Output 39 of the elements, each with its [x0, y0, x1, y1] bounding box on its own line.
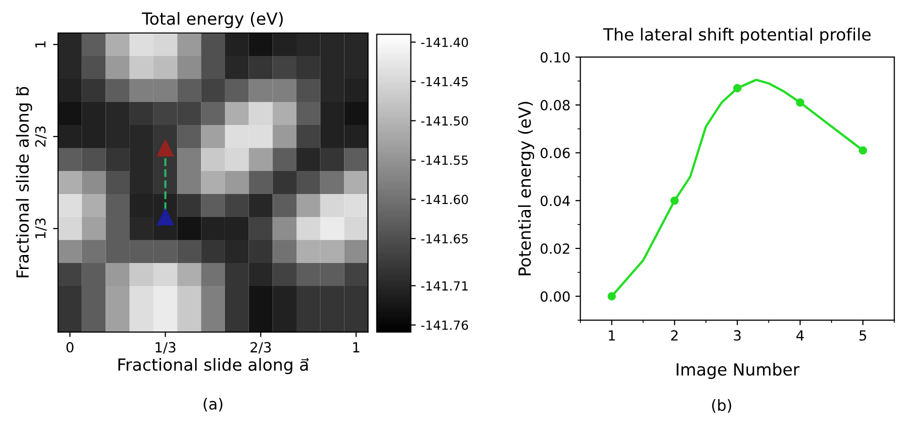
text: (a): [204, 398, 222, 412]
y-tick-label: 0.10: [540, 52, 570, 63]
color-bar-label: -141.76: [421, 320, 468, 330]
x-axis-title: Image Number: [676, 362, 800, 379]
y-tick-label: 1/3: [35, 218, 47, 238]
y-tick-label: 2/3: [35, 126, 47, 147]
text: (b): [712, 399, 732, 413]
x-tick-label: 1: [608, 330, 615, 340]
x-tick-label: 2: [671, 330, 678, 340]
y-axis-title: Fractional slide along b⃗: [16, 86, 32, 278]
color-bar-label: -141.60: [421, 194, 468, 204]
x-tick-label: 5: [860, 330, 866, 341]
y-tick-label: 0.04: [540, 196, 570, 206]
x-tick-label: 0: [66, 342, 74, 353]
point: [670, 196, 679, 205]
y-axis-title: Potential energy (eV): [518, 102, 534, 276]
color-bar-label: -141.40: [421, 38, 468, 48]
y-tick-label: 0.00: [540, 291, 570, 302]
chart-title: Total energy (eV): [142, 12, 283, 28]
color-bar-label: -141.55: [421, 156, 468, 165]
color-bar-label: -141.65: [421, 234, 468, 244]
y-tick-label: 0.06: [540, 148, 570, 158]
y-tick-label: 0.08: [540, 100, 570, 110]
chart-title: The lateral shift potential profile: [603, 28, 871, 44]
point: [796, 98, 804, 107]
point: [608, 292, 616, 300]
x-tick-label: 1: [353, 342, 360, 352]
color-bar-label: -141.45: [421, 77, 468, 86]
x-tick-label: 1/3: [156, 342, 176, 354]
color-bar-label: -141.50: [421, 116, 468, 126]
x-tick-label: 2/3: [250, 342, 271, 354]
point: [858, 146, 868, 155]
x-axis-title: Fractional slide along a⃗: [118, 358, 309, 374]
x-tick-label: 3: [734, 330, 741, 341]
point: [733, 84, 742, 92]
y-tick-label: 1: [35, 41, 46, 48]
x-tick-label: 4: [796, 330, 804, 340]
y-tick-label: 0.02: [540, 243, 570, 254]
color-bar-label: -141.71: [421, 281, 468, 290]
